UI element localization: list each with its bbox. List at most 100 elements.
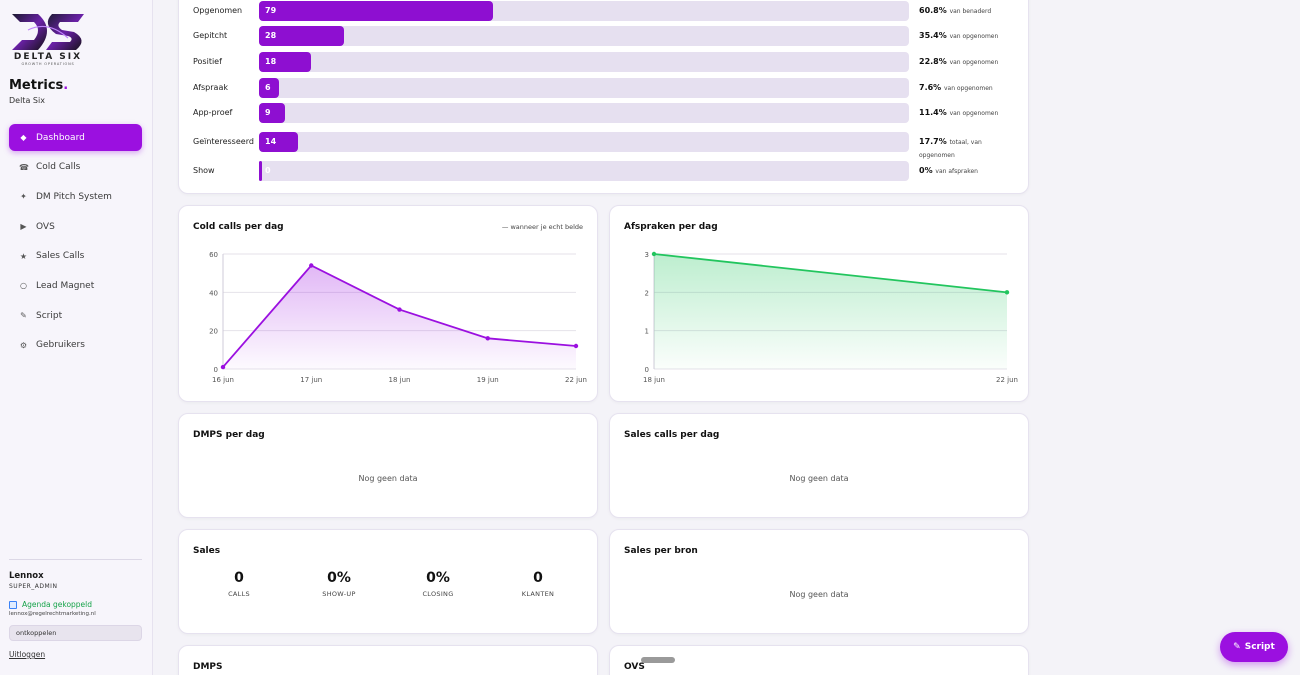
funnel-bar: [259, 26, 344, 46]
x-tick-label: 16 jun: [212, 376, 234, 384]
funnel-value: 28: [265, 31, 277, 40]
series-area: [223, 265, 576, 369]
y-tick-label: 3: [645, 251, 649, 259]
y-tick-label: 20: [209, 328, 218, 336]
funnel-bar: [259, 132, 298, 152]
funnel-percentage: 22.8% van opgenomen: [919, 57, 999, 66]
sidebar: DELTA SIX GROWTH OPERATIONS Metrics. Del…: [0, 0, 153, 675]
logout-link[interactable]: Uitloggen: [9, 650, 46, 659]
star-icon: ★: [19, 251, 28, 261]
funnel-percentage: 11.4% van opgenomen: [919, 108, 999, 117]
data-point: [485, 336, 490, 341]
sidebar-item-label: Script: [36, 310, 63, 321]
y-tick-label: 0: [214, 366, 218, 374]
sales-calls-per-dag-title: Sales calls per dag: [624, 430, 720, 440]
sales-card: Sales 0 CALLS 0% SHOW-UP 0% CLOSING 0 KLANTE…: [178, 529, 598, 634]
sidebar-item-label: OVS: [36, 221, 55, 232]
funnel-row: Opgenomen 79 60.8% van benaderd: [179, 1, 1029, 21]
funnel-percentage: 17.7% totaal, van opgenomen: [919, 137, 982, 159]
funnel-percentage: 35.4% van opgenomen: [919, 31, 999, 40]
sidebar-nav: ◆ Dashboard ☎ Cold Calls ✦ DM Pitch System ▶ OV…: [9, 124, 142, 362]
funnel-track: [259, 161, 909, 181]
sidebar-item-dashboard[interactable]: ◆ Dashboard: [9, 124, 142, 151]
script-button[interactable]: ✎ Script: [1220, 632, 1288, 662]
funnel-percentage: 60.8% van benaderd: [919, 6, 992, 15]
empty-state: Nog geen data: [358, 474, 418, 483]
user-email: lennox@regelrechtmarketing.nl: [9, 611, 96, 617]
stat-closing: 0% CLOSING: [422, 570, 454, 598]
sidebar-item-label: Gebruikers: [36, 340, 85, 351]
sidebar-item-script[interactable]: ✎ Script: [9, 302, 142, 329]
y-tick-label: 2: [645, 289, 649, 297]
agenda-status: Agenda gekoppeld: [9, 600, 92, 609]
funnel-label: Afspraak: [193, 83, 228, 92]
disconnect-button[interactable]: ontkoppelen: [9, 625, 142, 641]
y-tick-label: 1: [645, 328, 649, 336]
funnel-label: Gepitcht: [193, 31, 228, 40]
funnel-row: Geïnteresseerd 14 17.7% totaal, van opgeno…: [179, 132, 1029, 159]
series-area: [654, 254, 1007, 369]
app-title: Metrics.: [9, 78, 69, 93]
funnel-value: 9: [265, 108, 271, 117]
funnel-value: 6: [265, 83, 271, 92]
funnel-track: [259, 103, 909, 123]
pen-icon: ✎: [1233, 642, 1241, 652]
funnel-bar: [259, 103, 285, 123]
data-point: [1004, 290, 1010, 295]
empty-state: Nog geen data: [789, 590, 849, 599]
sidebar-item-label: Dashboard: [36, 132, 85, 143]
funnel-row: Show 0 0% van afspraken: [179, 161, 1029, 181]
funnel-percentage: 0% van afspraken: [919, 166, 978, 175]
funnel-row: Afspraak 6 7.6% van opgenomen: [179, 78, 1029, 98]
dmps-card: DMPS: [178, 645, 598, 675]
sidebar-item-lead-magnet[interactable]: ○ Lead Magnet: [9, 272, 142, 299]
cold-calls-chart: 0 20 40 60 16 jun 17 jun 18 jun 19 jun 22 jun: [209, 251, 587, 384]
cold-calls-title: Cold calls per dag: [193, 222, 284, 232]
sidebar-item-label: Cold Calls: [36, 162, 81, 173]
logo-wordmark: DELTA SIX: [13, 52, 83, 62]
funnel-bar: [259, 78, 279, 98]
funnel-bar: [259, 52, 311, 72]
pen-icon: ✎: [20, 311, 27, 321]
sparkle-icon: ✦: [20, 192, 27, 202]
x-tick-label: 22 jun: [996, 376, 1018, 384]
funnel-label: Positief: [193, 57, 222, 66]
sidebar-item-sales-calls[interactable]: ★ Sales Calls: [9, 243, 142, 270]
x-tick-label: 18 jun: [643, 376, 665, 384]
funnel-track: [259, 132, 909, 152]
sidebar-item-ovs[interactable]: ▶ OVS: [9, 213, 142, 240]
sidebar-item-cold-calls[interactable]: ☎ Cold Calls: [9, 154, 142, 181]
calendar-icon: [9, 600, 17, 609]
sales-per-bron-card: Sales per bron Nog geen data: [609, 529, 1029, 634]
stat-calls: 0 CALLS: [228, 570, 250, 598]
gear-icon: ⚙: [19, 340, 28, 350]
x-tick-label: 19 jun: [477, 376, 499, 384]
app-subtitle: Delta Six: [9, 96, 45, 105]
sidebar-divider: [9, 559, 142, 560]
y-tick-label: 60: [209, 251, 218, 259]
afspraken-chart: 0 1 2 3 18 jun 22 jun: [643, 251, 1018, 384]
user-role: SUPER_ADMIN: [9, 583, 58, 590]
funnel-bar: [259, 161, 263, 181]
sales-title: Sales: [193, 546, 221, 556]
y-tick-label: 0: [645, 366, 649, 374]
dmps-title: DMPS: [193, 662, 223, 672]
scroll-indicator[interactable]: [641, 657, 675, 663]
y-tick-label: 40: [209, 289, 218, 297]
funnel-bar: [259, 1, 493, 21]
user-name: Lennox: [9, 571, 44, 581]
data-point: [309, 263, 314, 268]
data-point: [397, 307, 402, 312]
afspraken-card: Afspraken per dag 0 1 2 3 18 jun 22 jun: [609, 205, 1029, 402]
afspraken-title: Afspraken per dag: [624, 222, 718, 232]
sidebar-item-gebruikers[interactable]: ⚙ Gebruikers: [9, 332, 142, 359]
funnel-label: Geïnteresseerd: [193, 137, 254, 146]
ovs-card: OVS: [609, 645, 1029, 675]
funnel-row: Gepitcht 28 35.4% van opgenomen: [179, 26, 1029, 46]
sidebar-item-label: Sales Calls: [36, 251, 85, 262]
sidebar-item-dm-pitch-system[interactable]: ✦ DM Pitch System: [9, 183, 142, 210]
funnel-value: 14: [265, 137, 277, 146]
funnel-value: 79: [265, 6, 277, 15]
funnel-percentage: 7.6% van opgenomen: [919, 83, 993, 92]
ovs-title: OVS: [624, 662, 645, 672]
